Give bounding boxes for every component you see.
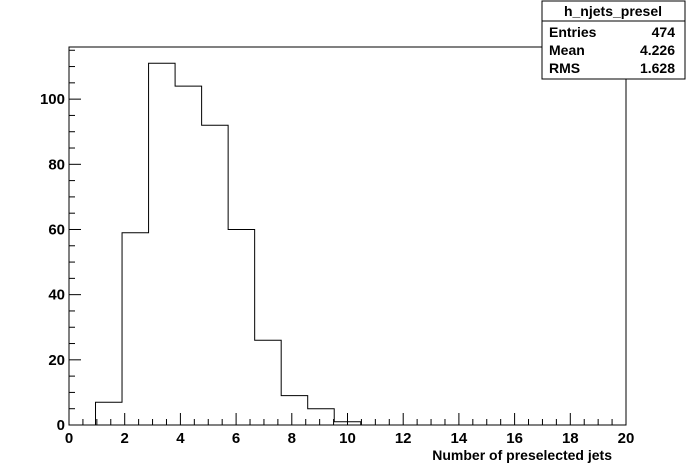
x-tick-label: 2 [121, 430, 129, 447]
stats-box-title: h_njets_presel [564, 3, 662, 19]
y-tick-label: 80 [48, 156, 65, 173]
x-axis-ticks: 0 2 4 6 8 10 12 14 16 18 20 [65, 413, 635, 447]
y-tick-label: 100 [40, 91, 65, 108]
histogram-bin [255, 340, 282, 425]
x-tick-label: 4 [176, 430, 185, 447]
histogram-outline [69, 62, 626, 426]
histogram-bin [122, 233, 149, 425]
x-tick-label: 14 [451, 430, 468, 447]
stats-entries-label: Entries [549, 24, 597, 40]
stats-mean-label: Mean [549, 42, 585, 58]
x-axis-title: Number of preselected jets [432, 447, 612, 463]
y-tick-label: 40 [48, 287, 65, 304]
x-tick-label: 12 [395, 430, 412, 447]
x-tick-label: 20 [618, 430, 635, 447]
histogram-bin [202, 125, 229, 425]
stats-rms-label: RMS [549, 60, 580, 76]
x-tick-label: 16 [506, 430, 523, 447]
y-tick-label: 20 [48, 352, 65, 369]
x-tick-label: 10 [339, 430, 356, 447]
y-axis-ticks: 0 20 40 60 80 100 [40, 49, 81, 434]
stats-rms-value: 1.628 [640, 60, 675, 76]
x-tick-label: 0 [65, 430, 73, 447]
histogram-bin [308, 409, 335, 425]
plot-frame [68, 46, 627, 426]
y-tick-label: 60 [48, 221, 65, 238]
y-tick-label: 0 [57, 417, 65, 434]
stats-entries-value: 474 [652, 24, 676, 40]
histogram-bin [228, 229, 255, 425]
stats-box-frame [541, 0, 686, 80]
histogram-bins [96, 63, 361, 425]
x-tick-label: 8 [288, 430, 296, 447]
histogram-bin [281, 396, 308, 425]
stats-mean-value: 4.226 [640, 42, 675, 58]
x-tick-label: 6 [232, 430, 240, 447]
stats-box: h_njets_presel Entries 474 Mean 4.226 RM… [541, 0, 686, 80]
histogram-bin [149, 63, 176, 425]
histogram-bin [96, 402, 123, 425]
histogram-bin [175, 86, 202, 425]
x-tick-label: 18 [562, 430, 579, 447]
